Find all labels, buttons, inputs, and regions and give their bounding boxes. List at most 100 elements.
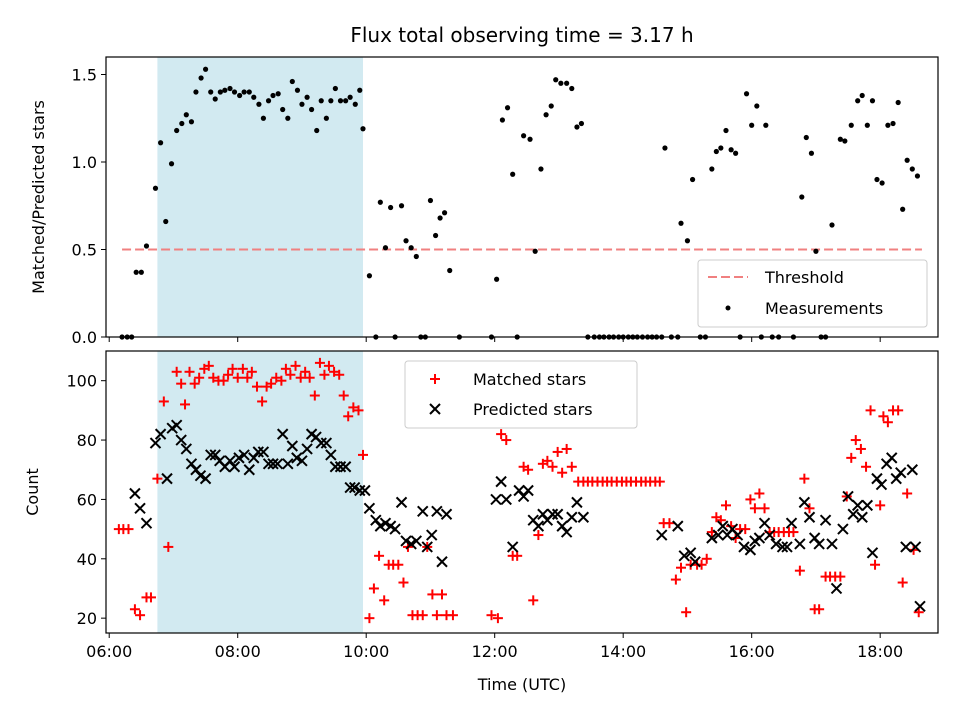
predicted-star-point: [267, 458, 279, 470]
measurement-point: [848, 122, 854, 128]
matched-star-point: [542, 455, 553, 466]
matched-star-point: [189, 378, 200, 389]
predicted-star-point: [744, 544, 757, 556]
matched-star-point: [799, 473, 810, 484]
predicted-star-point: [753, 532, 766, 544]
legend-measurements-label: Measurements: [765, 299, 883, 318]
predicted-star-point: [866, 547, 879, 559]
predicted-star-point: [228, 461, 241, 473]
matched-star-point: [893, 405, 904, 416]
matched-star-point: [203, 360, 214, 371]
predicted-star-point: [354, 484, 366, 497]
matched-star-point: [251, 381, 262, 392]
predicted-star-point: [490, 493, 502, 506]
measurement-point: [808, 150, 815, 156]
matched-star-point: [882, 417, 893, 428]
measurement-point: [447, 267, 453, 274]
predicted-star-point: [517, 490, 530, 503]
matched-star-point: [720, 500, 731, 511]
matched-star-point: [878, 411, 889, 422]
predicted-star-point: [909, 541, 922, 553]
matched-star-point: [749, 503, 760, 514]
predicted-star-point: [906, 464, 919, 476]
measurement-point: [382, 245, 389, 251]
predicted-star-point: [506, 541, 519, 553]
predicted-star-point: [890, 472, 902, 485]
matched-star-point: [343, 411, 354, 422]
predicted-star-point: [798, 496, 811, 509]
measurement-point: [289, 78, 295, 85]
measurement-point: [504, 105, 511, 111]
matched-star-point: [319, 369, 330, 380]
measurement-point: [198, 75, 204, 81]
measurement-point: [332, 85, 338, 92]
predicted-star-point: [560, 526, 573, 538]
count-panel: 20 40 60 80 100 06:00 08:00 10:00 12:00 14:00 16:…: [23, 350, 939, 694]
count-ytick-label: 20: [77, 609, 97, 628]
time-xtick-label: 12:00: [472, 642, 518, 661]
predicted-star-point: [684, 547, 697, 559]
predicted-star-point: [689, 556, 701, 568]
matched-star-point: [835, 571, 846, 582]
measurement-point: [265, 98, 272, 104]
measurement-point: [728, 147, 734, 153]
measurement-point: [874, 176, 880, 183]
measurement-point: [754, 103, 760, 109]
predicted-star-point: [379, 517, 392, 529]
measurement-point: [904, 157, 910, 163]
measurement-point: [709, 166, 715, 172]
ratio-ytick-label: 0.0: [72, 328, 97, 347]
predicted-star-point: [781, 541, 793, 553]
measurement-point: [251, 94, 257, 100]
measurement-point: [208, 89, 214, 95]
measurement-point: [733, 150, 739, 156]
predicted-star-point: [436, 556, 448, 568]
measurement-point: [202, 66, 209, 72]
measurement-point: [163, 218, 169, 225]
matched-star-point: [557, 467, 568, 478]
predicted-star-point: [140, 517, 153, 529]
matched-star-point: [290, 360, 301, 371]
measurement-point: [357, 87, 363, 93]
matched-star-point: [364, 613, 375, 624]
measurement-point: [499, 117, 506, 123]
time-x-axis-label: Time (UTC): [477, 675, 566, 694]
matched-star-point: [528, 595, 539, 606]
predicted-star-point: [886, 452, 898, 464]
predicted-star-point: [656, 529, 668, 541]
measurement-point: [662, 145, 668, 151]
matched-star-point: [323, 360, 334, 371]
matched-star-point: [670, 574, 681, 585]
matched-star-point: [754, 488, 765, 499]
predicted-star-point: [717, 520, 729, 532]
matched-star-point: [870, 559, 881, 570]
matched-star-point: [163, 541, 174, 552]
measurement-point: [360, 126, 366, 132]
matched-star-point: [246, 366, 257, 377]
predicted-star-point: [320, 437, 333, 449]
predicted-star-point: [325, 449, 337, 461]
predicted-star-point: [431, 505, 443, 518]
measurement-point: [285, 115, 291, 121]
measurement-point: [308, 106, 315, 113]
time-xtick-label: 06:00: [86, 642, 132, 661]
predicted-star-point: [389, 523, 401, 535]
measurement-point: [183, 112, 189, 118]
matched-star-point: [257, 396, 268, 407]
matched-star-point: [533, 530, 544, 541]
matched-star-point: [417, 610, 428, 621]
measurement-point: [246, 89, 252, 95]
predicted-star-point: [794, 538, 806, 550]
legend-predicted-swatch: [429, 403, 441, 415]
matched-star-point: [152, 473, 163, 484]
matched-star-point: [547, 461, 558, 472]
count-ytick-label: 100: [66, 372, 97, 391]
matched-star-point: [861, 461, 872, 472]
matched-star-point: [794, 565, 805, 576]
matched-star-point: [309, 390, 320, 401]
time-xtick-label: 14:00: [600, 642, 646, 661]
time-xtick-label: 10:00: [343, 642, 389, 661]
measurement-point: [532, 248, 538, 254]
matched-star-point: [664, 518, 675, 529]
